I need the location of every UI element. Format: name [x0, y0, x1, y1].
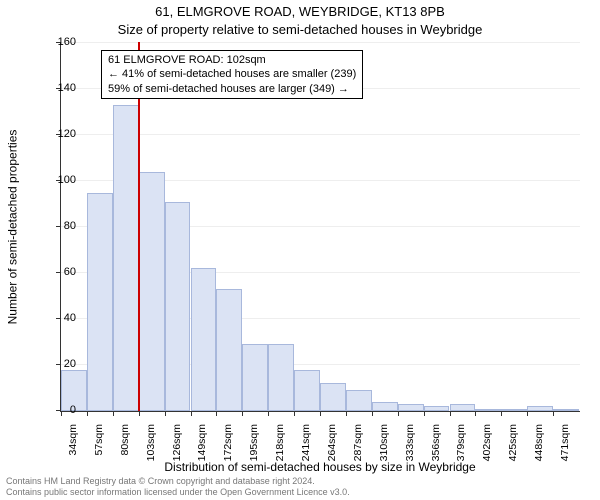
bar [216, 289, 242, 411]
xtick-label: 57sqm [93, 424, 105, 474]
bar [320, 383, 346, 411]
ytick-label: 60 [36, 266, 76, 278]
bar [294, 370, 320, 411]
xtick-label: 241sqm [300, 424, 312, 474]
footer-line1: Contains HM Land Registry data © Crown c… [6, 476, 350, 487]
bar [553, 409, 579, 411]
xtick-mark [320, 411, 321, 416]
bar [372, 402, 398, 411]
ytick-label: 100 [36, 174, 76, 186]
xtick-label: 287sqm [352, 424, 364, 474]
xtick-label: 103sqm [145, 424, 157, 474]
xtick-label: 379sqm [455, 424, 467, 474]
plot-area: 61 ELMGROVE ROAD: 102sqm← 41% of semi-de… [60, 42, 580, 412]
footer-line2: Contains public sector information licen… [6, 487, 350, 498]
xtick-mark [139, 411, 140, 416]
xtick-mark [165, 411, 166, 416]
bar [346, 390, 372, 411]
xtick-label: 149sqm [196, 424, 208, 474]
xtick-mark [242, 411, 243, 416]
ytick-label: 160 [36, 36, 76, 48]
ytick-label: 80 [36, 220, 76, 232]
footer-attribution: Contains HM Land Registry data © Crown c… [6, 476, 350, 498]
xtick-label: 425sqm [507, 424, 519, 474]
bar [501, 409, 527, 411]
xtick-label: 402sqm [481, 424, 493, 474]
xtick-mark [450, 411, 451, 416]
xtick-label: 195sqm [248, 424, 260, 474]
xtick-mark [268, 411, 269, 416]
ytick-label: 20 [36, 358, 76, 370]
xtick-mark [216, 411, 217, 416]
bar [139, 172, 165, 411]
xtick-label: 264sqm [326, 424, 338, 474]
xtick-mark [424, 411, 425, 416]
bar [527, 406, 553, 411]
x-axis-label: Distribution of semi-detached houses by … [60, 460, 580, 474]
xtick-label: 34sqm [67, 424, 79, 474]
bar [242, 344, 268, 411]
xtick-label: 218sqm [274, 424, 286, 474]
xtick-mark [87, 411, 88, 416]
xtick-label: 126sqm [171, 424, 183, 474]
bar [165, 202, 191, 411]
xtick-mark [501, 411, 502, 416]
chart-container: { "title_line1": "61, ELMGROVE ROAD, WEY… [0, 0, 600, 500]
ytick-label: 140 [36, 82, 76, 94]
annotation-line: 61 ELMGROVE ROAD: 102sqm [108, 53, 356, 67]
bar [191, 268, 217, 411]
xtick-mark [553, 411, 554, 416]
xtick-label: 471sqm [559, 424, 571, 474]
y-axis-label: Number of semi-detached properties [4, 42, 20, 412]
xtick-mark [372, 411, 373, 416]
xtick-mark [398, 411, 399, 416]
annotation-line: 59% of semi-detached houses are larger (… [108, 82, 356, 96]
bar [424, 406, 450, 411]
xtick-label: 310sqm [378, 424, 390, 474]
bar [268, 344, 294, 411]
bar [398, 404, 424, 411]
xtick-label: 356sqm [430, 424, 442, 474]
xtick-label: 80sqm [119, 424, 131, 474]
xtick-mark [113, 411, 114, 416]
annotation-box: 61 ELMGROVE ROAD: 102sqm← 41% of semi-de… [101, 50, 363, 99]
xtick-mark [475, 411, 476, 416]
bar [475, 409, 501, 411]
chart-title-line2: Size of property relative to semi-detach… [0, 22, 600, 37]
ytick-label: 0 [36, 404, 76, 416]
xtick-label: 172sqm [222, 424, 234, 474]
chart-title-line1: 61, ELMGROVE ROAD, WEYBRIDGE, KT13 8PB [0, 4, 600, 19]
xtick-mark [191, 411, 192, 416]
xtick-label: 448sqm [533, 424, 545, 474]
ytick-label: 40 [36, 312, 76, 324]
bar [450, 404, 476, 411]
xtick-label: 333sqm [404, 424, 416, 474]
ytick-label: 120 [36, 128, 76, 140]
xtick-mark [294, 411, 295, 416]
bar [87, 193, 113, 412]
xtick-mark [527, 411, 528, 416]
xtick-mark [346, 411, 347, 416]
annotation-line: ← 41% of semi-detached houses are smalle… [108, 67, 356, 81]
bar [113, 105, 139, 411]
